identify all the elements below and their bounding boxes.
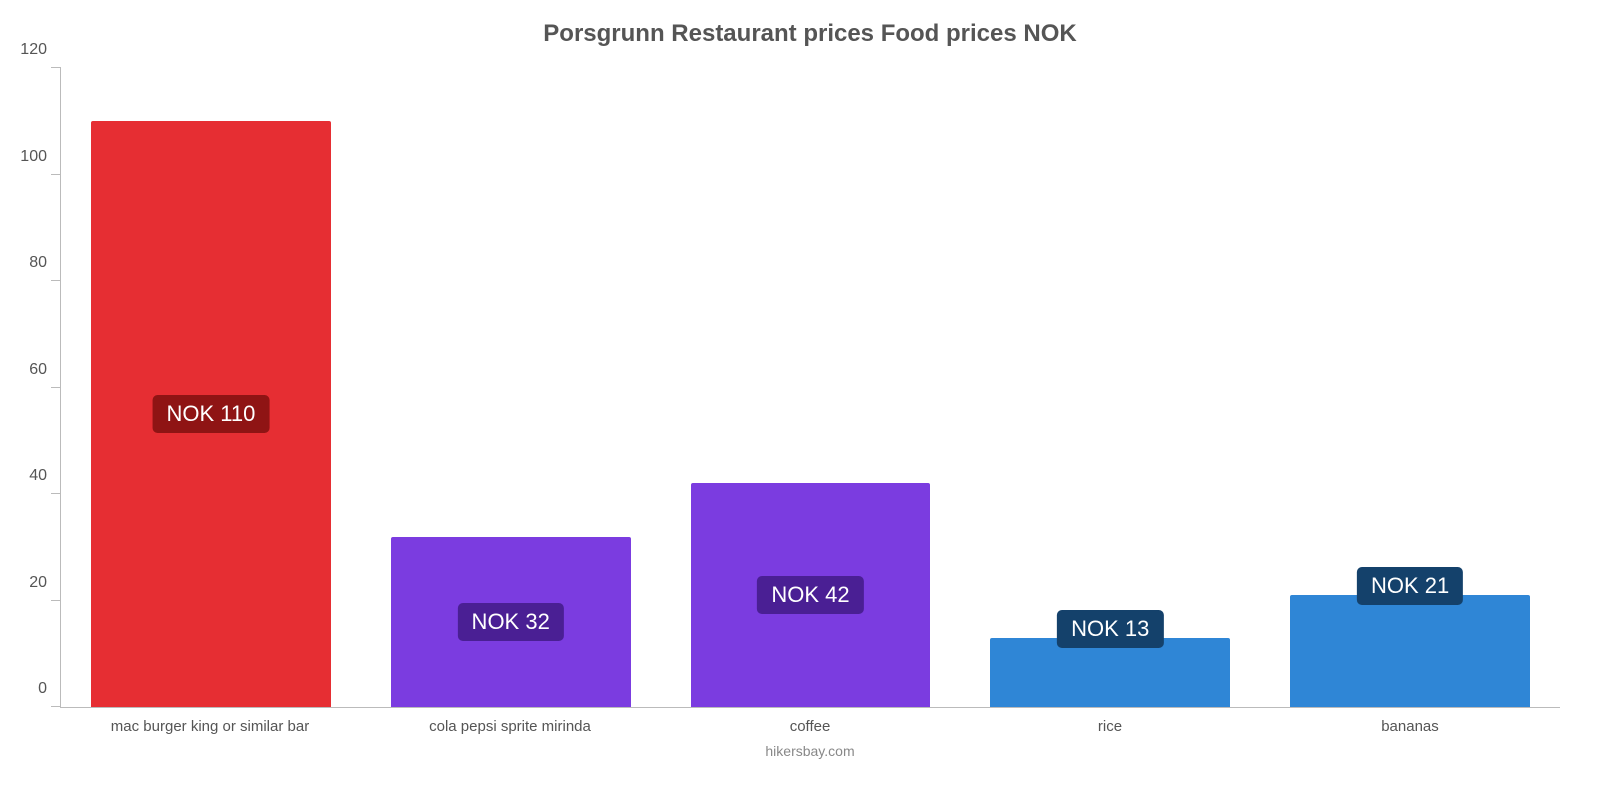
bar: NOK 110 [91,121,331,707]
bar: NOK 13 [990,638,1230,707]
y-tick-label: 20 [29,574,61,592]
x-axis-label: rice [960,718,1260,735]
bar-slot: NOK 13 [960,68,1260,707]
y-tick-label: 120 [20,41,61,59]
bar-slot: NOK 32 [361,68,661,707]
bar-value-label: NOK 42 [757,576,863,614]
y-tick [51,600,61,601]
credit-text: hikersbay.com [60,743,1560,759]
price-chart: Porsgrunn Restaurant prices Food prices … [0,0,1600,800]
x-axis-labels: mac burger king or similar barcola pepsi… [60,718,1560,735]
bar-slot: NOK 21 [1260,68,1560,707]
bar-value-label: NOK 21 [1357,567,1463,605]
bar-slot: NOK 42 [661,68,961,707]
x-axis-label: coffee [660,718,960,735]
y-tick [51,706,61,707]
y-tick-label: 40 [29,467,61,485]
bars-container: NOK 110 NOK 32 NOK 42 NOK 13 NOK 21 [61,68,1560,707]
x-axis-label: bananas [1260,718,1560,735]
y-tick [51,280,61,281]
bar: NOK 21 [1290,595,1530,707]
y-tick [51,174,61,175]
y-tick [51,493,61,494]
chart-title: Porsgrunn Restaurant prices Food prices … [60,20,1560,48]
x-axis-label: mac burger king or similar bar [60,718,360,735]
bar-slot: NOK 110 [61,68,361,707]
bar: NOK 32 [391,537,631,707]
bar: NOK 42 [691,483,931,707]
plot-area: NOK 110NOK 32NOK 42NOK 13NOK 21 02040608… [60,68,1560,708]
bar-value-label: NOK 32 [458,603,564,641]
y-tick-label: 80 [29,254,61,272]
x-axis-label: cola pepsi sprite mirinda [360,718,660,735]
y-tick [51,67,61,68]
y-tick-label: 100 [20,148,61,166]
y-tick [51,387,61,388]
y-tick-label: 0 [38,680,61,698]
bar-value-label: NOK 13 [1057,610,1163,648]
bar-value-label: NOK 110 [152,395,269,433]
y-tick-label: 60 [29,361,61,379]
